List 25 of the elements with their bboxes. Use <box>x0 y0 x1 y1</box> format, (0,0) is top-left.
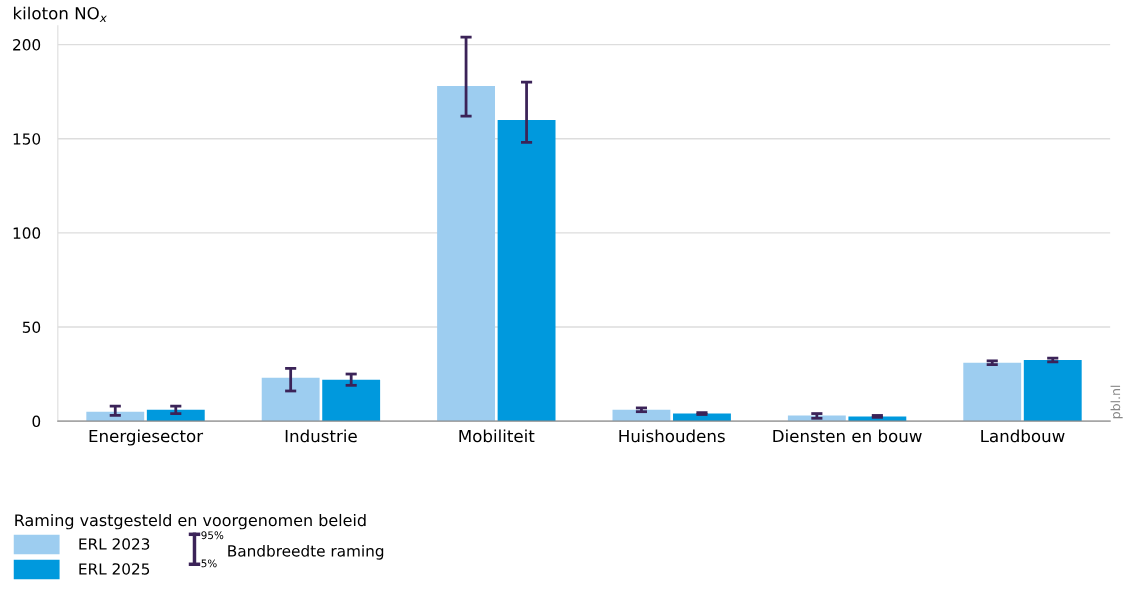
x-tick-label: Mobiliteit <box>459 429 535 443</box>
x-tick-label: Energiesector <box>89 429 204 446</box>
bar <box>497 119 556 422</box>
bar <box>1023 359 1082 422</box>
x-tick-label: Diensten en bouw <box>773 429 922 443</box>
text: 95% <box>201 531 224 540</box>
y-tick-label: 200 <box>13 39 41 51</box>
legend-label: ERL 2023 <box>79 538 150 550</box>
text: 5% <box>201 559 217 568</box>
text: Bandbreedte raming <box>228 544 384 560</box>
bar <box>963 362 1022 422</box>
x-tick-label: Landbouw <box>981 429 1065 443</box>
bar <box>261 377 320 422</box>
legend-title: Raming vastgesteld en voorgenomen beleid <box>15 513 366 530</box>
y-tick-label: 100 <box>13 227 41 239</box>
y-tick-label: 0 <box>32 415 41 428</box>
x-tick-label: Huishoudens <box>619 429 725 443</box>
bar <box>322 379 381 422</box>
bar <box>437 86 495 422</box>
x-tick-label: Industrie <box>285 429 357 443</box>
y-axis-title: kiloton NO$_{x}$ <box>13 6 107 23</box>
legend-label: ERL 2025 <box>79 563 150 575</box>
y-tick-label: 150 <box>13 133 41 145</box>
text: pbl.nl <box>1110 385 1123 419</box>
y-tick-label: 50 <box>22 321 41 333</box>
